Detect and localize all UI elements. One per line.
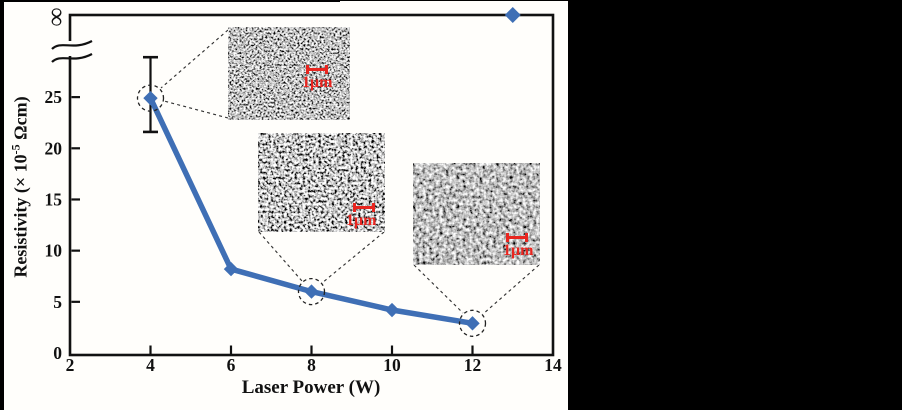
data-series	[136, 7, 521, 337]
x-tick-label: 10	[383, 355, 401, 375]
scale-bar-label: 1μm	[302, 74, 333, 91]
data-point-marker	[304, 284, 319, 299]
data-point-marker	[223, 261, 239, 277]
x-tick-label: 4	[146, 355, 155, 375]
sem-inset-12w: 1μm	[413, 163, 540, 265]
y-axis-title-superscript: -5	[8, 144, 23, 155]
connector-line	[321, 231, 385, 284]
y-axis-title-text: Resistivity (× 10	[10, 154, 31, 278]
scale-bar-label: 1μm	[503, 242, 534, 259]
connector-line	[160, 29, 229, 89]
infinity-data-point	[504, 7, 521, 23]
highlight-circle	[297, 277, 326, 306]
axis-break-mark	[51, 53, 93, 63]
scale-bar	[506, 233, 528, 242]
y-tick-label: 20	[45, 138, 63, 158]
plot-frame	[51, 13, 555, 357]
highlight-circle	[136, 84, 165, 112]
y-axis-title-units: Ωcm)	[10, 96, 31, 145]
connector-line	[163, 100, 229, 119]
y-tick-label: 10	[45, 241, 63, 261]
black-margin-right	[568, 0, 902, 410]
sem-inset-8w: 1μm	[258, 133, 385, 232]
connector-line	[258, 231, 303, 282]
y-tick-label: 15	[45, 189, 63, 209]
y-tick-label: 25	[45, 87, 63, 107]
x-tick-label: 14	[544, 355, 562, 375]
scale-bar	[306, 65, 328, 74]
y-axis-infinity-label: ∞	[43, 7, 72, 27]
data-point-marker	[384, 302, 400, 318]
x-tick-label: 6	[227, 355, 236, 375]
connector-line	[482, 264, 540, 315]
sem-inset-4w: 1μm	[228, 27, 350, 120]
y-axis-title: Resistivity (× 10-5 Ωcm)	[9, 96, 32, 277]
highlight-circle	[458, 309, 487, 337]
black-margin-top	[0, 0, 340, 2]
black-margin-left	[0, 0, 4, 381]
x-tick-label: 8	[307, 355, 316, 375]
x-tick-label: 2	[66, 355, 75, 375]
x-tick-label: 12	[464, 355, 482, 375]
axis-ticks: 2 4 6 8 10 12 14 0 5 10 15 20 25	[45, 87, 563, 375]
scale-bar	[353, 203, 375, 212]
data-point-marker	[465, 316, 480, 331]
sem-texture	[258, 133, 385, 232]
sem-texture	[413, 163, 540, 265]
y-tick-label: 0	[53, 343, 62, 363]
y-tick-label: 5	[53, 292, 62, 312]
data-point-marker	[143, 90, 158, 106]
inset-connectors	[160, 29, 540, 315]
axis-break-mark	[51, 40, 93, 50]
sem-texture	[228, 27, 350, 120]
scale-bar-label: 1μm	[346, 212, 377, 229]
axis-break-gap	[62, 41, 79, 56]
connector-line	[413, 264, 464, 314]
x-axis-title: Laser Power (W)	[241, 377, 381, 398]
